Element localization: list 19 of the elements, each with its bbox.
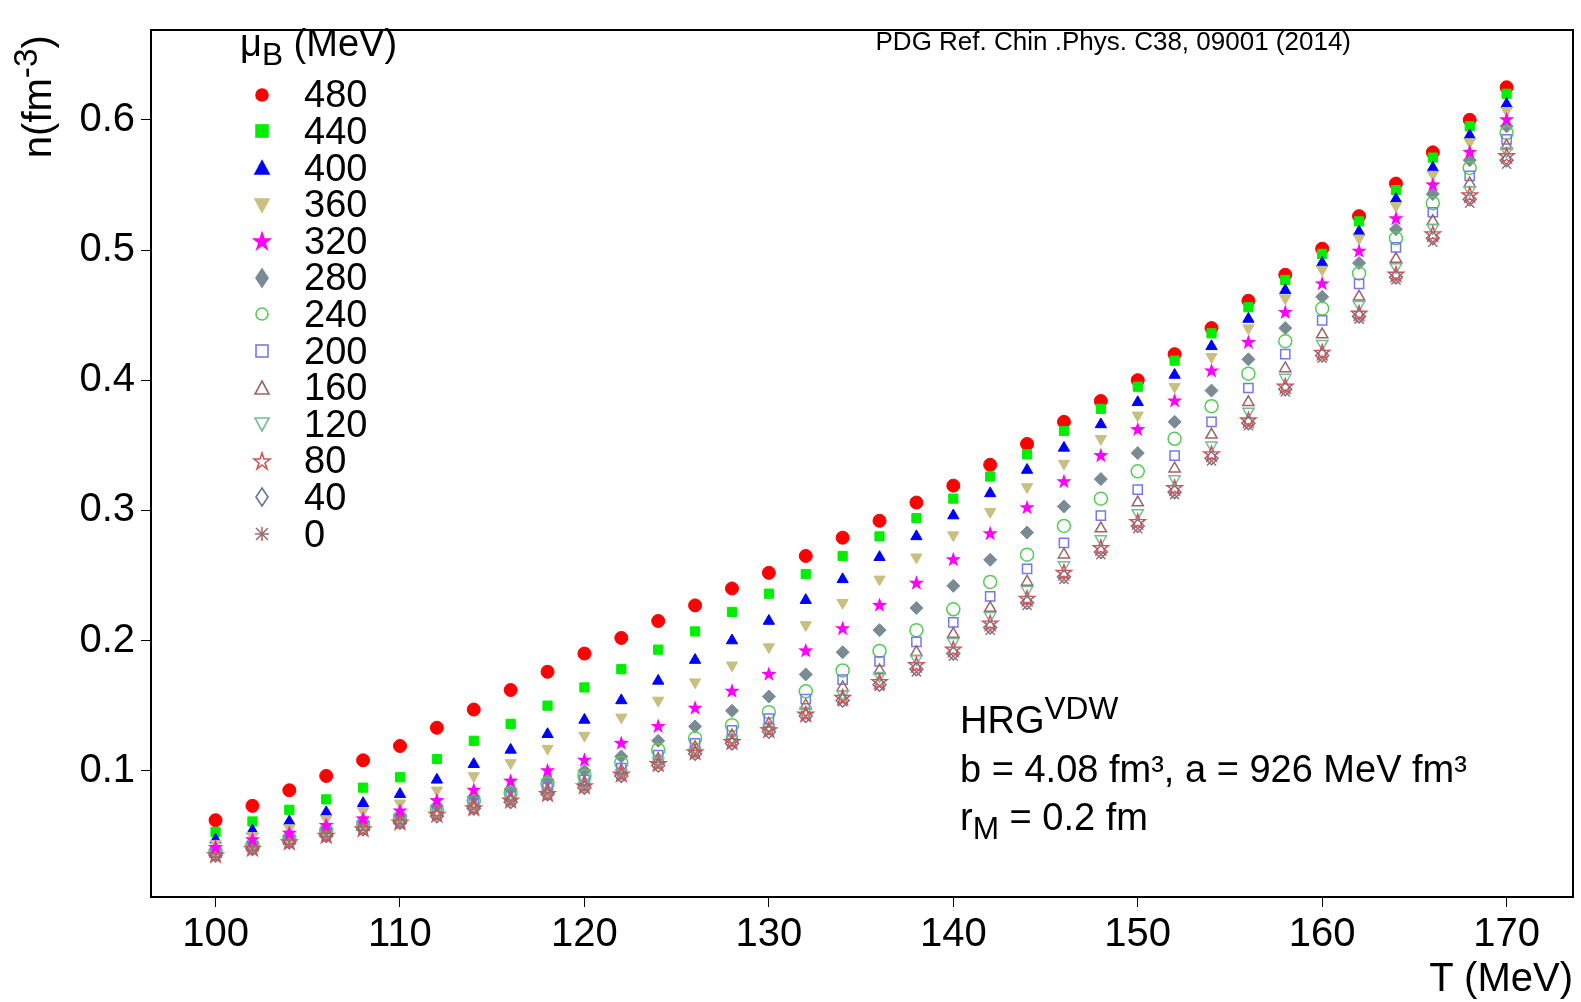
annotation: PDG Ref. Chin .Phys. C38, 09001 (2014) [875,26,1351,57]
x-tick-label: 160 [1288,910,1356,955]
x-tick-label: 140 [919,910,987,955]
annotation: r$_{M}$ = 0.2 fm [960,796,1148,847]
x-tick-label: 150 [1104,910,1172,955]
x-axis-title: T (MeV) [1429,955,1573,1000]
y-tick-label: 0.1 [79,745,135,790]
x-tick-label: 130 [735,910,803,955]
x-tick-label: 110 [368,910,432,955]
y-tick-label: 0.5 [79,225,135,270]
x-tick-label: 170 [1473,910,1540,955]
y-tick-label: 0.2 [79,615,135,660]
annotation: HRG$^{VDW}$ [960,690,1119,742]
x-tick-label: 120 [551,910,618,955]
y-tick-label: 0.3 [79,485,135,530]
x-tick-label: 100 [182,910,249,955]
annotation: b = 4.08 fm³, a = 926 MeV fm³ [960,748,1467,791]
y-tick-label: 0.4 [79,355,135,400]
y-tick-label: 0.6 [79,94,135,139]
